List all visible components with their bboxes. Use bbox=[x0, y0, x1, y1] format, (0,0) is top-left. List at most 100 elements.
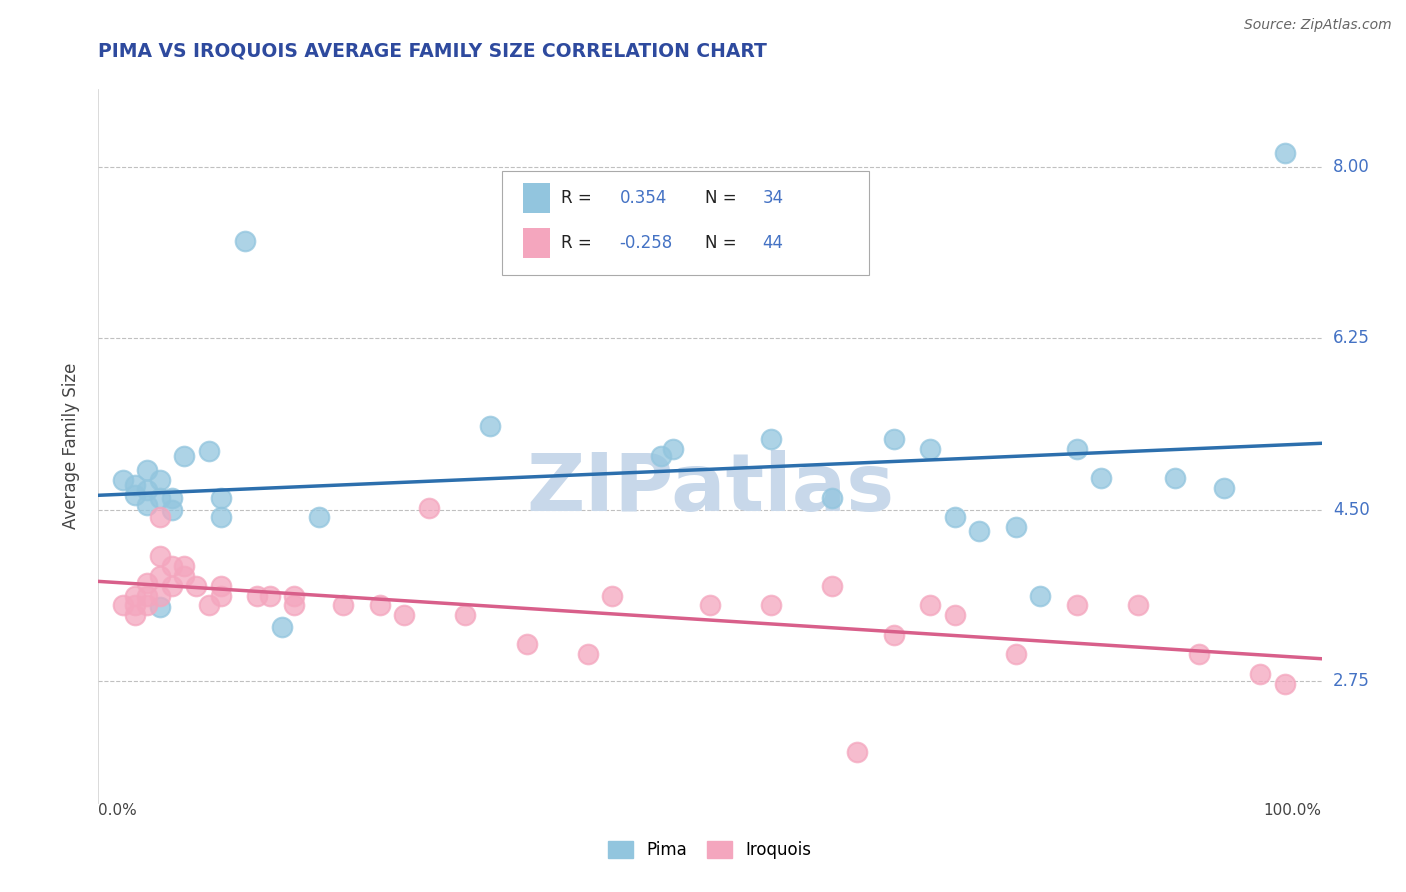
Point bbox=[1274, 676, 1296, 690]
Point bbox=[332, 599, 354, 613]
Point bbox=[1128, 599, 1150, 613]
Point bbox=[124, 589, 146, 603]
Point bbox=[149, 491, 172, 505]
Point bbox=[1066, 442, 1088, 456]
Point bbox=[160, 491, 183, 505]
Point bbox=[136, 463, 159, 477]
Text: R =: R = bbox=[561, 189, 596, 207]
Text: 8.00: 8.00 bbox=[1333, 159, 1369, 177]
Point bbox=[197, 443, 219, 458]
Point bbox=[270, 620, 294, 634]
Point bbox=[149, 600, 172, 615]
Point bbox=[136, 498, 159, 512]
Point bbox=[136, 599, 159, 613]
Text: 0.0%: 0.0% bbox=[98, 803, 138, 818]
Point bbox=[259, 589, 281, 603]
Text: N =: N = bbox=[706, 234, 742, 252]
Point bbox=[650, 449, 672, 463]
Legend: Pima, Iroquois: Pima, Iroquois bbox=[602, 834, 818, 866]
Point bbox=[283, 589, 305, 603]
Point bbox=[1004, 520, 1026, 534]
Point bbox=[246, 589, 269, 603]
Point bbox=[124, 608, 146, 623]
Text: Source: ZipAtlas.com: Source: ZipAtlas.com bbox=[1244, 18, 1392, 32]
Point bbox=[1249, 666, 1271, 681]
Point bbox=[209, 589, 232, 603]
Point bbox=[920, 599, 942, 613]
Text: R =: R = bbox=[561, 234, 596, 252]
Point bbox=[478, 419, 501, 434]
Point bbox=[160, 502, 183, 516]
Point bbox=[209, 579, 232, 593]
Point bbox=[1164, 471, 1187, 485]
Point bbox=[124, 478, 146, 492]
Text: 100.0%: 100.0% bbox=[1264, 803, 1322, 818]
Point bbox=[149, 589, 172, 603]
Point bbox=[160, 579, 183, 593]
Point bbox=[662, 442, 685, 456]
Point bbox=[149, 549, 172, 564]
Point bbox=[124, 488, 146, 502]
Text: PIMA VS IROQUOIS AVERAGE FAMILY SIZE CORRELATION CHART: PIMA VS IROQUOIS AVERAGE FAMILY SIZE COR… bbox=[98, 42, 768, 61]
Point bbox=[136, 589, 159, 603]
Point bbox=[845, 745, 868, 759]
Point bbox=[1090, 471, 1112, 485]
Point bbox=[111, 599, 134, 613]
Bar bbox=[523, 183, 550, 212]
Point bbox=[173, 569, 195, 583]
Point bbox=[160, 559, 183, 574]
Point bbox=[967, 524, 990, 538]
Point bbox=[136, 575, 159, 590]
FancyBboxPatch shape bbox=[502, 171, 869, 275]
Point bbox=[576, 647, 599, 661]
Y-axis label: Average Family Size: Average Family Size bbox=[62, 363, 80, 529]
Text: 6.25: 6.25 bbox=[1333, 329, 1369, 348]
Bar bbox=[523, 227, 550, 258]
Point bbox=[943, 608, 966, 623]
Point bbox=[149, 510, 172, 524]
Point bbox=[283, 599, 305, 613]
Point bbox=[600, 589, 623, 603]
Point bbox=[883, 432, 905, 446]
Text: -0.258: -0.258 bbox=[620, 234, 672, 252]
Point bbox=[173, 559, 195, 574]
Point bbox=[136, 483, 159, 497]
Point bbox=[124, 599, 146, 613]
Point bbox=[173, 449, 195, 463]
Point bbox=[1029, 589, 1052, 603]
Text: 44: 44 bbox=[762, 234, 783, 252]
Point bbox=[821, 579, 844, 593]
Point bbox=[197, 599, 219, 613]
Point bbox=[1212, 481, 1234, 495]
Point bbox=[1004, 647, 1026, 661]
Point bbox=[209, 491, 232, 505]
Point bbox=[209, 510, 232, 524]
Text: 2.75: 2.75 bbox=[1333, 672, 1369, 690]
Point bbox=[515, 637, 537, 651]
Point bbox=[883, 628, 905, 642]
Point bbox=[699, 599, 721, 613]
Point bbox=[149, 473, 172, 487]
Point bbox=[761, 432, 783, 446]
Point bbox=[186, 579, 208, 593]
Point bbox=[1188, 647, 1211, 661]
Point bbox=[149, 569, 172, 583]
Point bbox=[368, 599, 391, 613]
Text: ZIPatlas: ZIPatlas bbox=[526, 450, 894, 528]
Point bbox=[1274, 145, 1296, 160]
Point bbox=[418, 500, 440, 515]
Point bbox=[821, 491, 844, 505]
Point bbox=[233, 234, 256, 248]
Point bbox=[943, 510, 966, 524]
Point bbox=[761, 599, 783, 613]
Point bbox=[1066, 599, 1088, 613]
Point bbox=[308, 510, 330, 524]
Text: 4.50: 4.50 bbox=[1333, 500, 1369, 518]
Point bbox=[920, 442, 942, 456]
Text: N =: N = bbox=[706, 189, 742, 207]
Text: 0.354: 0.354 bbox=[620, 189, 666, 207]
Point bbox=[111, 473, 134, 487]
Text: 34: 34 bbox=[762, 189, 783, 207]
Point bbox=[454, 608, 477, 623]
Point bbox=[392, 608, 416, 623]
